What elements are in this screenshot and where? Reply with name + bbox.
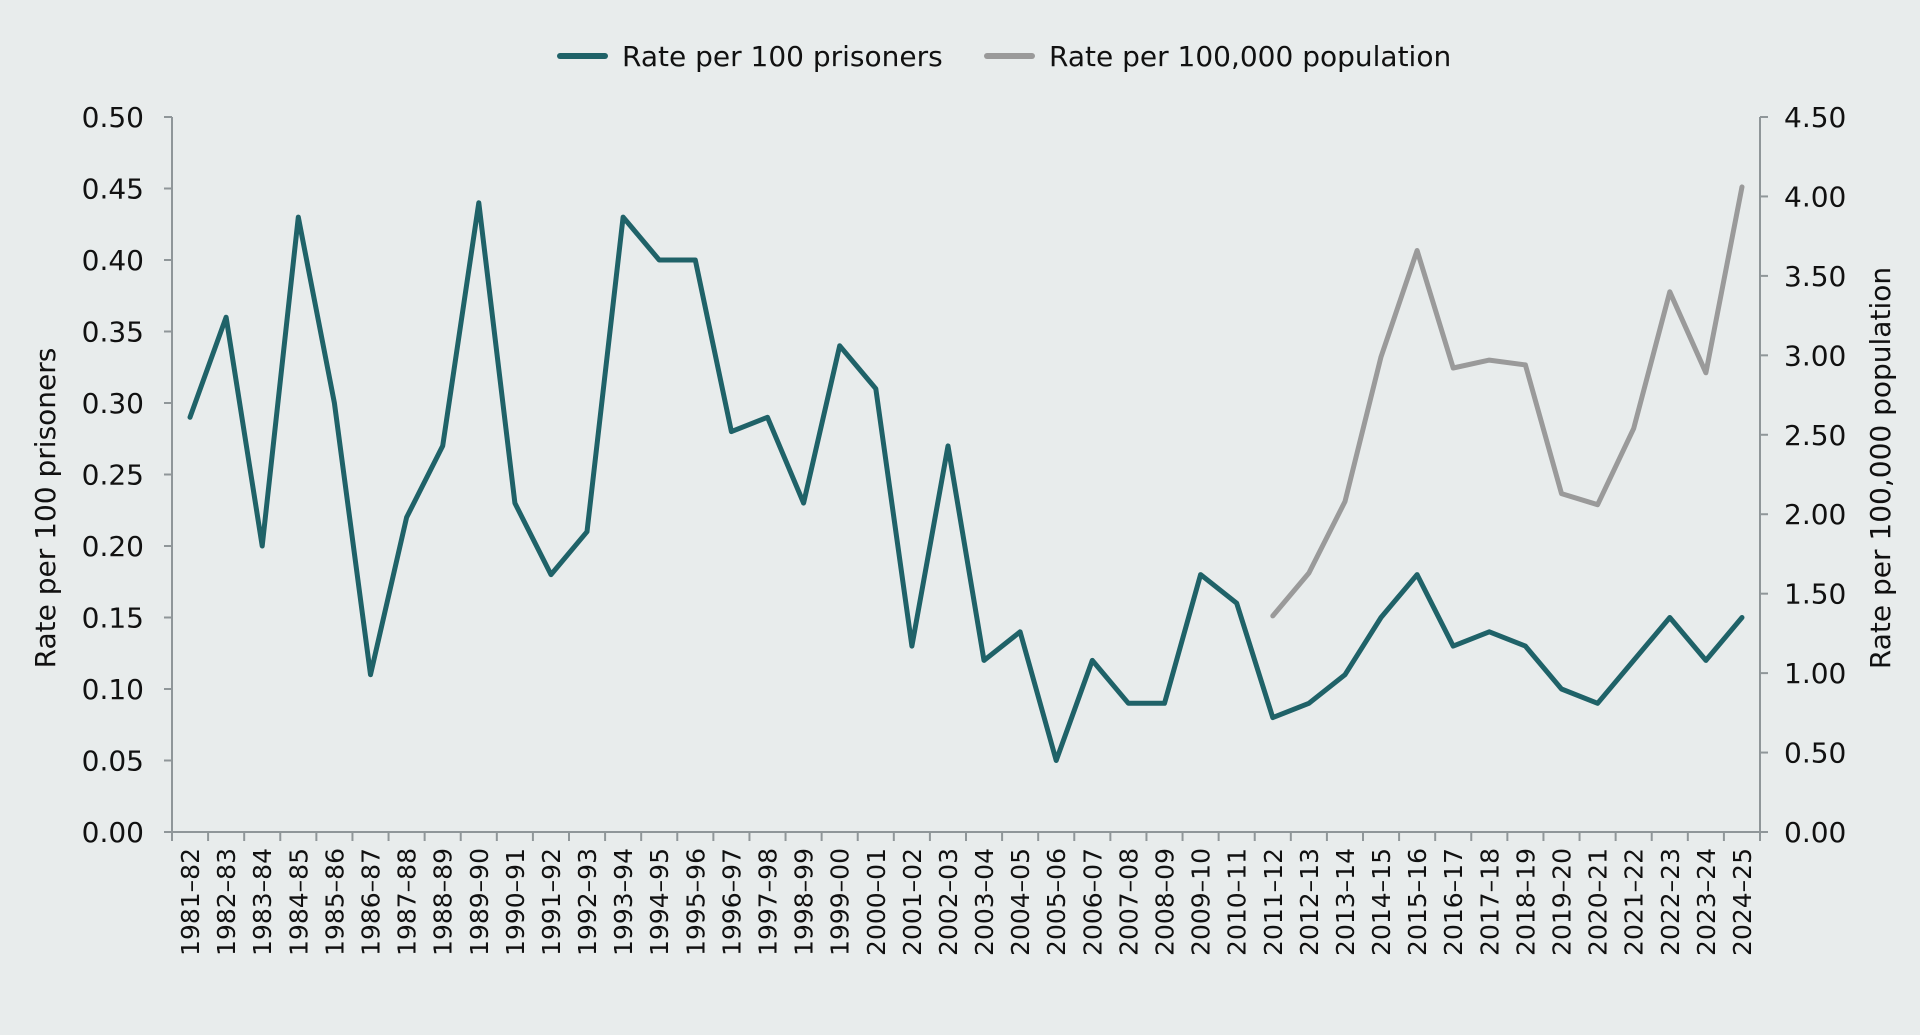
y-tick-label-left: 0.35 <box>82 316 144 349</box>
y-tick-label-right: 1.50 <box>1784 578 1846 611</box>
x-tick-label: 1992–93 <box>573 848 602 956</box>
x-tick-label: 2024–25 <box>1728 848 1757 956</box>
x-tick-label: 1994–95 <box>645 848 674 956</box>
x-tick-label: 2022–23 <box>1656 848 1685 956</box>
x-tick-label: 2013–14 <box>1331 848 1360 956</box>
tick-labels-group: 0.00 0.05 0.10 0.15 0.20 0.25 0.30 0.35 0.40 0.45… <box>82 101 1847 956</box>
y-tick-label-left: 0.10 <box>82 673 144 706</box>
x-tick-label: 2017–18 <box>1475 848 1504 956</box>
y-tick-label-left: 0.50 <box>82 101 144 134</box>
x-tick-label: 1997–98 <box>754 848 783 956</box>
x-tick-label: 1982–83 <box>212 848 241 956</box>
y-axis-title-right: Rate per 100,000 population <box>1864 267 1897 669</box>
legend-label-prisoners: Rate per 100 prisoners <box>622 40 943 73</box>
x-tick-label: 1993–94 <box>609 848 638 956</box>
series-line-prisoners <box>187 200 1745 763</box>
y-axis-title-left: Rate per 100 prisoners <box>29 348 62 669</box>
x-tick-label: 1983–84 <box>248 848 277 956</box>
y-tick-label-right: 0.00 <box>1784 816 1846 849</box>
x-tick-label: 2003–04 <box>970 848 999 956</box>
x-tick-label: 2000–01 <box>862 848 891 956</box>
x-tick-label: 2012–13 <box>1295 848 1324 956</box>
x-tick-label: 2020–21 <box>1584 848 1613 956</box>
y-tick-label-right: 2.50 <box>1784 419 1846 452</box>
x-tick-label: 2007–08 <box>1114 848 1143 956</box>
x-tick-label: 1998–99 <box>790 848 819 956</box>
x-tick-label: 2018–19 <box>1511 848 1540 956</box>
x-tick-label: 1981–82 <box>176 848 205 956</box>
y-tick-label-left: 0.45 <box>82 173 144 206</box>
y-tick-label-right: 1.00 <box>1784 657 1846 690</box>
x-tick-label: 2002–03 <box>934 848 963 956</box>
x-tick-label: 1991–92 <box>537 848 566 956</box>
x-tick-label: 2014–15 <box>1367 848 1396 956</box>
y-tick-label-left: 0.15 <box>82 602 144 635</box>
x-tick-label: 2019–20 <box>1548 848 1577 956</box>
x-tick-label: 1990–91 <box>501 848 530 956</box>
x-tick-label: 2006–07 <box>1078 848 1107 956</box>
y-tick-label-left: 0.30 <box>82 387 144 420</box>
x-tick-label: 1999–00 <box>826 848 855 956</box>
x-tick-label: 2008–09 <box>1151 848 1180 956</box>
x-tick-label: 2005–06 <box>1042 848 1071 956</box>
x-tick-label: 1986–87 <box>357 848 386 956</box>
axes-group <box>164 116 1768 841</box>
x-tick-label: 2011–12 <box>1259 848 1288 956</box>
y-tick-label-left: 0.05 <box>82 745 144 778</box>
x-tick-label: 1989–90 <box>465 848 494 956</box>
x-tick-label: 2021–22 <box>1620 848 1649 956</box>
x-tick-label: 1988–89 <box>429 848 458 956</box>
y-tick-label-right: 4.00 <box>1784 180 1846 213</box>
y-tick-label-left: 0.25 <box>82 459 144 492</box>
x-tick-label: 2016–17 <box>1439 848 1468 956</box>
legend-label-population: Rate per 100,000 population <box>1049 40 1451 73</box>
x-tick-label: 2015–16 <box>1403 848 1432 956</box>
series-line-population <box>1270 184 1745 619</box>
y-tick-label-right: 2.00 <box>1784 498 1846 531</box>
y-tick-label-left: 0.40 <box>82 244 144 277</box>
x-tick-label: 1984–85 <box>284 848 313 956</box>
x-tick-label: 1996–97 <box>717 848 746 956</box>
y-tick-label-left: 0.00 <box>82 816 144 849</box>
x-tick-label: 1995–96 <box>681 848 710 956</box>
x-tick-label: 2009–10 <box>1187 848 1216 956</box>
y-tick-label-right: 3.00 <box>1784 339 1846 372</box>
x-tick-label: 1985–86 <box>320 848 349 956</box>
legend: Rate per 100 prisoners Rate per 100,000 … <box>557 40 1451 73</box>
x-tick-label: 1987–88 <box>393 848 422 956</box>
x-tick-label: 2010–11 <box>1223 848 1252 956</box>
x-tick-label: 2023–24 <box>1692 848 1721 956</box>
y-tick-label-right: 0.50 <box>1784 737 1846 770</box>
y-tick-label-right: 4.50 <box>1784 101 1846 134</box>
x-tick-label: 2001–02 <box>898 848 927 956</box>
y-tick-label-right: 3.50 <box>1784 260 1846 293</box>
series-group <box>187 184 1745 763</box>
x-tick-label: 2004–05 <box>1006 848 1035 956</box>
y-tick-label-left: 0.20 <box>82 530 144 563</box>
